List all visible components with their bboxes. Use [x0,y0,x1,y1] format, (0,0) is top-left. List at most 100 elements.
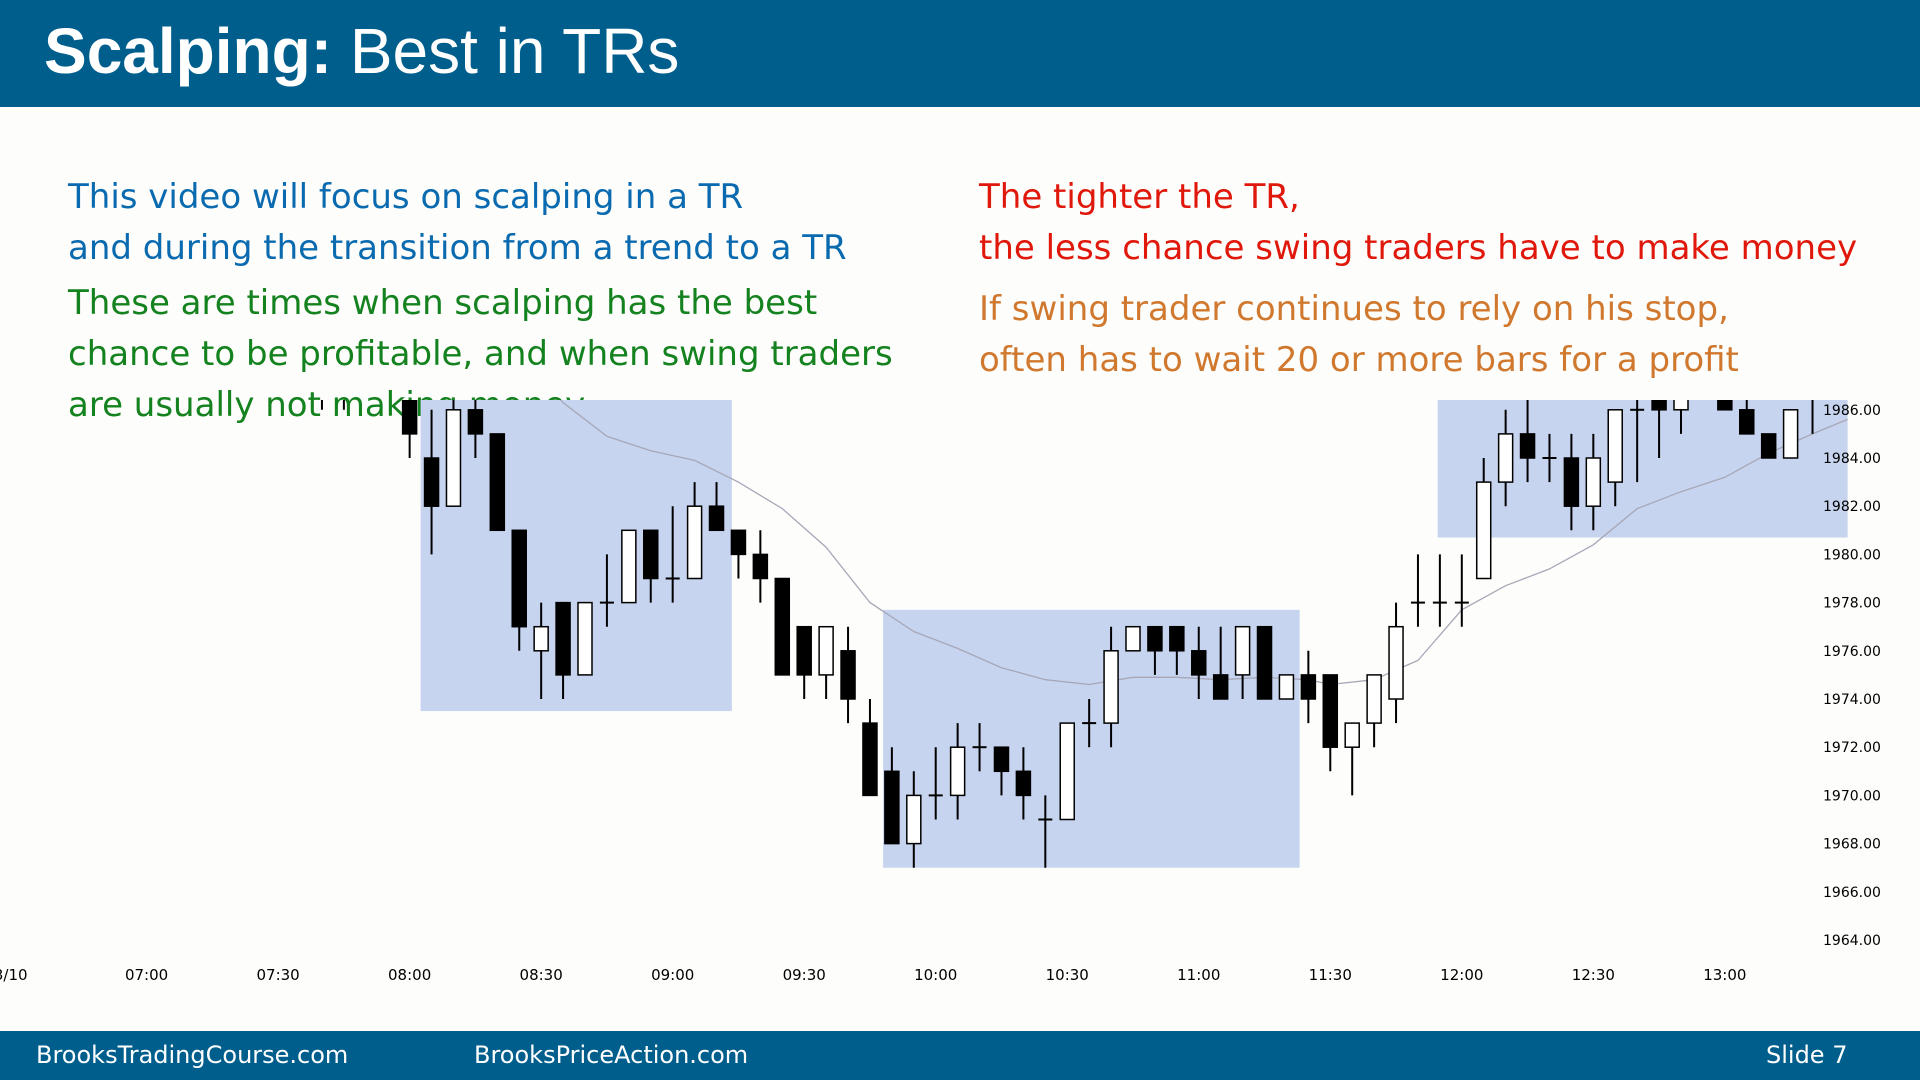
candle-bear [511,529,527,628]
candle-bear [752,553,769,580]
text-line: The tighter the TR, [979,177,1300,217]
candle-bear [708,505,725,532]
text-line: the less chance swing traders have to ma… [979,228,1858,268]
x-tick-label: 12:00 [1440,966,1483,984]
candle-bull [1388,625,1404,700]
y-tick-label: 1982.00 [1823,499,1881,515]
title-bold: Scalping: [44,15,333,87]
candle-bear [1147,625,1163,652]
slide-title: Scalping: Best in TRs [44,14,679,88]
y-tick-label: 1970.00 [1823,788,1881,804]
candle-bear [1191,650,1207,676]
candle-bear [730,529,747,556]
candle-bear [401,400,418,435]
x-tick-label: 08:30 [520,966,563,984]
moving-average-line [559,400,1848,686]
intro-blue-text: This video will focus on scalping in a T… [68,172,847,274]
candle-bull [1344,722,1360,748]
slide-body [0,107,1920,1031]
candle-bull [1607,409,1623,483]
y-tick-label: 1964.00 [1823,933,1881,949]
title-rest: Best in TRs [332,15,680,87]
x-tick-label: 11:30 [1309,966,1352,984]
y-tick-label: 1986.00 [1823,403,1881,419]
y-tick-label: 1974.00 [1823,692,1881,708]
footer-site-1: BrooksTradingCourse.com [36,1041,349,1069]
candle-bear [467,409,484,435]
candle-bear [796,625,812,676]
candle-bear [862,722,878,797]
candle-bear [774,577,791,676]
text-line: These are times when scalping has the be… [68,283,818,323]
y-tick-label: 1980.00 [1823,547,1881,563]
text-line: often has to wait 20 or more bars for a … [979,340,1739,380]
candle-bull [1125,625,1141,652]
candle-bull [621,529,637,604]
candle-bear [1651,400,1667,411]
trading-range-box [883,609,1300,868]
candle-bull [686,505,703,580]
candle-bull [533,625,549,652]
candle-bear [1739,409,1755,435]
candle-bear [1300,674,1317,700]
price-chart: 2006.002004.002002.002000.001998.001996.… [0,400,1881,984]
candle-bull [1103,650,1119,724]
text-line: This video will focus on scalping in a T… [68,177,744,217]
y-tick-label: 1968.00 [1823,837,1881,853]
x-tick-label: 10:00 [914,966,957,984]
y-tick-label: 1976.00 [1823,644,1881,660]
x-tick-label: 13:00 [1703,966,1746,984]
x-tick-label: 09:00 [651,966,694,984]
candle-bear [423,457,440,507]
candle-bull [1366,674,1382,724]
y-tick-label: 1966.00 [1823,885,1881,901]
text-line: If swing trader continues to rely on his… [979,289,1729,329]
y-tick-label: 1972.00 [1823,740,1881,756]
candle-bull [1673,400,1689,411]
y-tick-label: 1978.00 [1823,596,1881,612]
trading-range-box [420,400,732,712]
candle-bull [1782,409,1799,459]
candle-bear [1717,400,1733,411]
candle-bull [445,409,462,507]
footer-bar: BrooksTradingCourse.com BrooksPriceActio… [0,1031,1920,1080]
candle-bear [1322,674,1339,748]
candle-bull [1497,433,1514,483]
text-line: chance to be profitable, and when swing … [68,334,893,374]
x-tick-label: 07:30 [257,966,300,984]
candle-bear [1015,770,1032,797]
candle-bear [489,433,506,532]
candle-bull [949,746,966,797]
footer-site-2: BrooksPriceAction.com [474,1041,749,1069]
candle-bull [906,794,922,845]
x-tick-label: 3/10 [0,966,28,984]
x-tick-label: 12:30 [1572,966,1615,984]
candle-bear [1519,433,1536,459]
candle-bull [1059,722,1075,821]
candle-bear [884,770,900,845]
swing-trader-orange-text: If swing trader continues to rely on his… [979,284,1739,386]
candle-bull [1278,674,1295,700]
scalping-green-text: These are times when scalping has the be… [68,278,893,431]
candle-bull [1234,625,1251,676]
candle-bear [1563,457,1580,507]
x-tick-label: 07:00 [125,966,168,984]
tighter-tr-red-text: The tighter the TR, the less chance swin… [979,172,1857,274]
candle-bear [555,601,571,676]
candle-bull [818,625,834,676]
candle-bull [577,601,593,676]
candle-bear [1212,674,1229,700]
candle-bear [1760,433,1777,459]
x-tick-label: 10:30 [1046,966,1089,984]
candle-bull [1475,481,1492,580]
candle-bear [840,650,856,700]
title-bar: Scalping: Best in TRs [0,0,1920,107]
candle-bear [1169,625,1185,652]
text-line: and during the transition from a trend t… [68,228,847,268]
x-tick-label: 09:30 [783,966,826,984]
candle-bear [993,746,1010,773]
y-tick-label: 1984.00 [1823,451,1881,467]
x-tick-label: 08:00 [388,966,431,984]
candle-bear [1256,625,1273,700]
slide-number: Slide 7 [1766,1041,1848,1069]
